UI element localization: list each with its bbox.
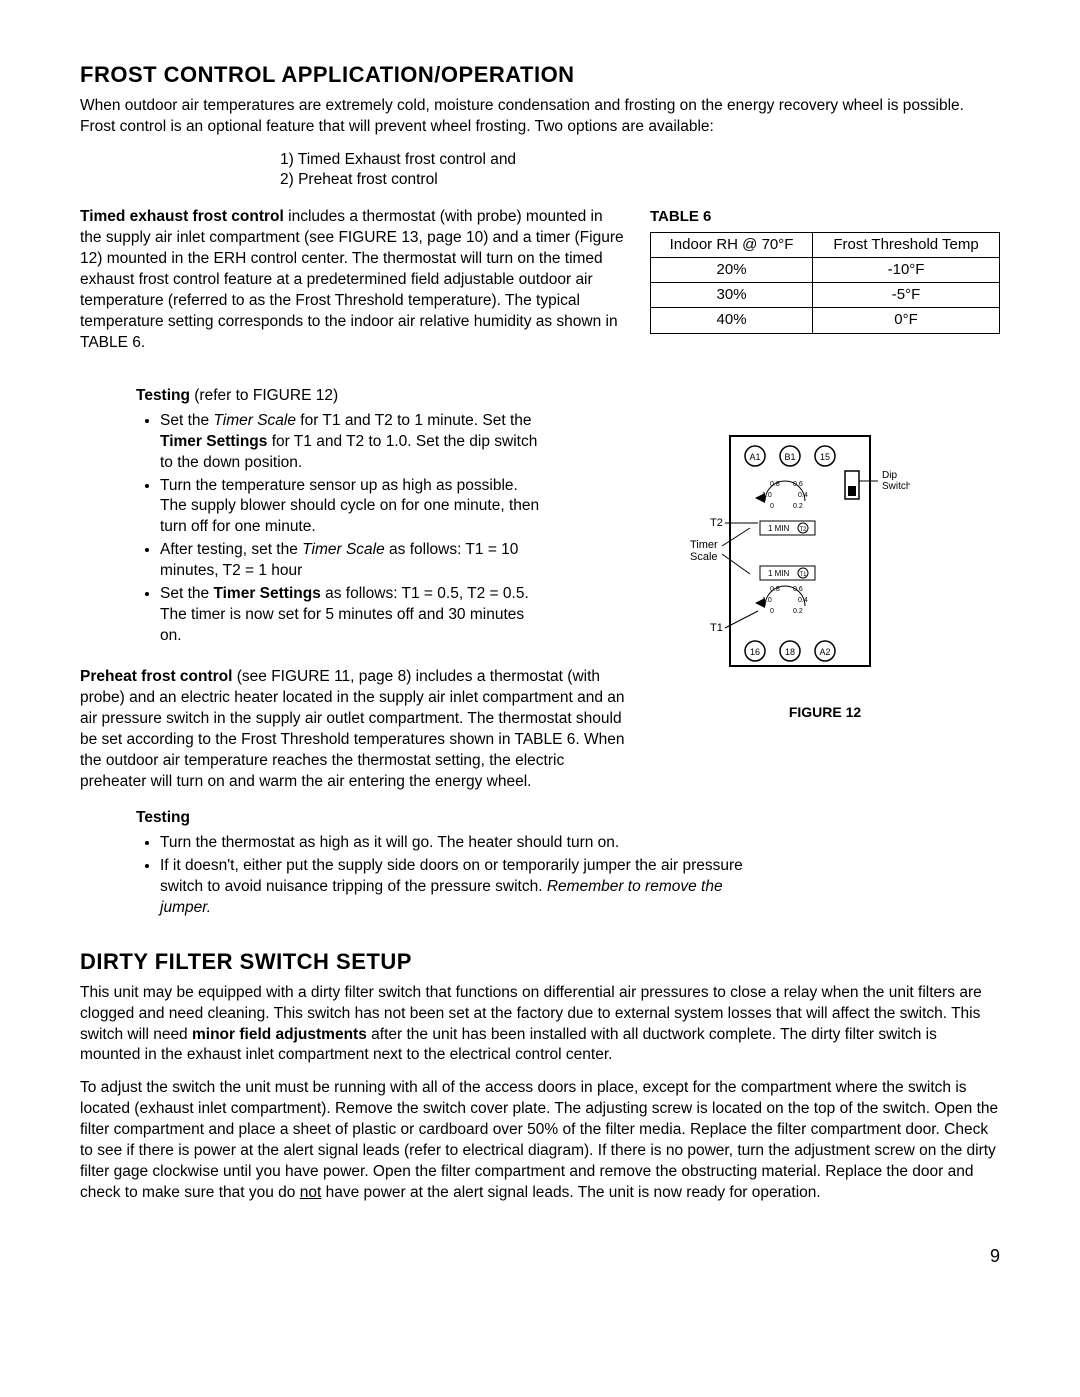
timer-diagram-svg: A1 B1 15 Dip Switch 16 18 A2 [650, 426, 910, 686]
svg-text:Timer: Timer [690, 539, 718, 551]
preheat-rest: (see FIGURE 11, page 8) includes a therm… [80, 668, 625, 790]
frost-option-1: 1) Timed Exhaust frost control and [280, 150, 1000, 171]
table-row: 20% [651, 257, 813, 282]
frost-threshold-table: Indoor RH @ 70°F Frost Threshold Temp 20… [650, 232, 1000, 334]
timed-exhaust-lead: Timed exhaust frost control [80, 208, 284, 225]
table-row: -10°F [813, 257, 1000, 282]
svg-text:1 MIN: 1 MIN [768, 569, 790, 578]
svg-text:T1: T1 [799, 572, 807, 578]
svg-text:Switch: Switch [882, 481, 910, 492]
svg-text:0: 0 [770, 608, 774, 615]
svg-text:15: 15 [820, 452, 830, 462]
svg-text:0.6: 0.6 [793, 586, 803, 593]
svg-text:Scale: Scale [690, 551, 718, 563]
svg-text:18: 18 [785, 647, 795, 657]
list-item: Set the Timer Settings as follows: T1 = … [160, 584, 556, 647]
svg-text:0.2: 0.2 [793, 608, 803, 615]
svg-text:A2: A2 [819, 647, 830, 657]
svg-text:B1: B1 [784, 452, 795, 462]
dirty-filter-heading: Dirty Filter Switch Setup [80, 947, 1000, 977]
table6-label: Table 6 [650, 207, 1000, 227]
table6-header-temp: Frost Threshold Temp [813, 232, 1000, 257]
testing-timed-block: Testing (refer to FIGURE 12) Set the Tim… [136, 386, 556, 647]
table6-header-rh: Indoor RH @ 70°F [651, 232, 813, 257]
frost-options-list: 1) Timed Exhaust frost control and 2) Pr… [280, 150, 1000, 192]
svg-text:1 MIN: 1 MIN [768, 524, 790, 533]
dirty-filter-para1: This unit may be equipped with a dirty f… [80, 983, 1000, 1067]
table-row: 0°F [813, 308, 1000, 333]
svg-text:0.4: 0.4 [798, 597, 808, 604]
dirty-filter-para2: To adjust the switch the unit must be ru… [80, 1078, 1000, 1204]
svg-text:Dip: Dip [882, 470, 897, 481]
testing-title-rest: (refer to FIGURE 12) [190, 387, 338, 404]
list-item: Turn the thermostat as high as it will g… [160, 833, 780, 854]
frost-option-2: 2) Preheat frost control [280, 170, 1000, 191]
figure12-caption: Figure 12 [650, 703, 1000, 722]
testing-title: Testing [136, 387, 190, 404]
svg-text:T1: T1 [710, 622, 723, 634]
svg-text:0.2: 0.2 [793, 503, 803, 510]
table-row: 40% [651, 308, 813, 333]
list-item: If it doesn't, either put the supply sid… [160, 856, 780, 919]
figure-12: A1 B1 15 Dip Switch 16 18 A2 [650, 426, 1000, 722]
preheat-testing-block: Testing Turn the thermostat as high as i… [136, 808, 1000, 919]
svg-text:0: 0 [770, 503, 774, 510]
list-item: Turn the temperature sensor up as high a… [160, 476, 556, 539]
preheat-paragraph: Preheat frost control (see FIGURE 11, pa… [80, 667, 626, 793]
table-row: 30% [651, 283, 813, 308]
list-item: After testing, set the Timer Scale as fo… [160, 540, 556, 582]
svg-text:0.4: 0.4 [798, 492, 808, 499]
table-row: -5°F [813, 283, 1000, 308]
svg-text:0.8: 0.8 [770, 586, 780, 593]
svg-text:0.6: 0.6 [793, 481, 803, 488]
frost-intro: When outdoor air temperatures are extrem… [80, 96, 1000, 138]
svg-text:T2: T2 [710, 517, 723, 529]
svg-text:16: 16 [750, 647, 760, 657]
svg-text:A1: A1 [749, 452, 760, 462]
timed-exhaust-paragraph: Timed exhaust frost control includes a t… [80, 207, 626, 353]
preheat-lead: Preheat frost control [80, 668, 232, 685]
page-number: 9 [80, 1244, 1000, 1268]
svg-text:T2: T2 [799, 527, 807, 533]
testing2-title: Testing [136, 809, 190, 826]
svg-text:0.8: 0.8 [770, 481, 780, 488]
list-item: Set the Timer Scale for T1 and T2 to 1 m… [160, 411, 556, 474]
frost-control-heading: Frost Control Application/Operation [80, 60, 1000, 90]
timed-exhaust-rest: includes a thermostat (with probe) mount… [80, 208, 624, 351]
